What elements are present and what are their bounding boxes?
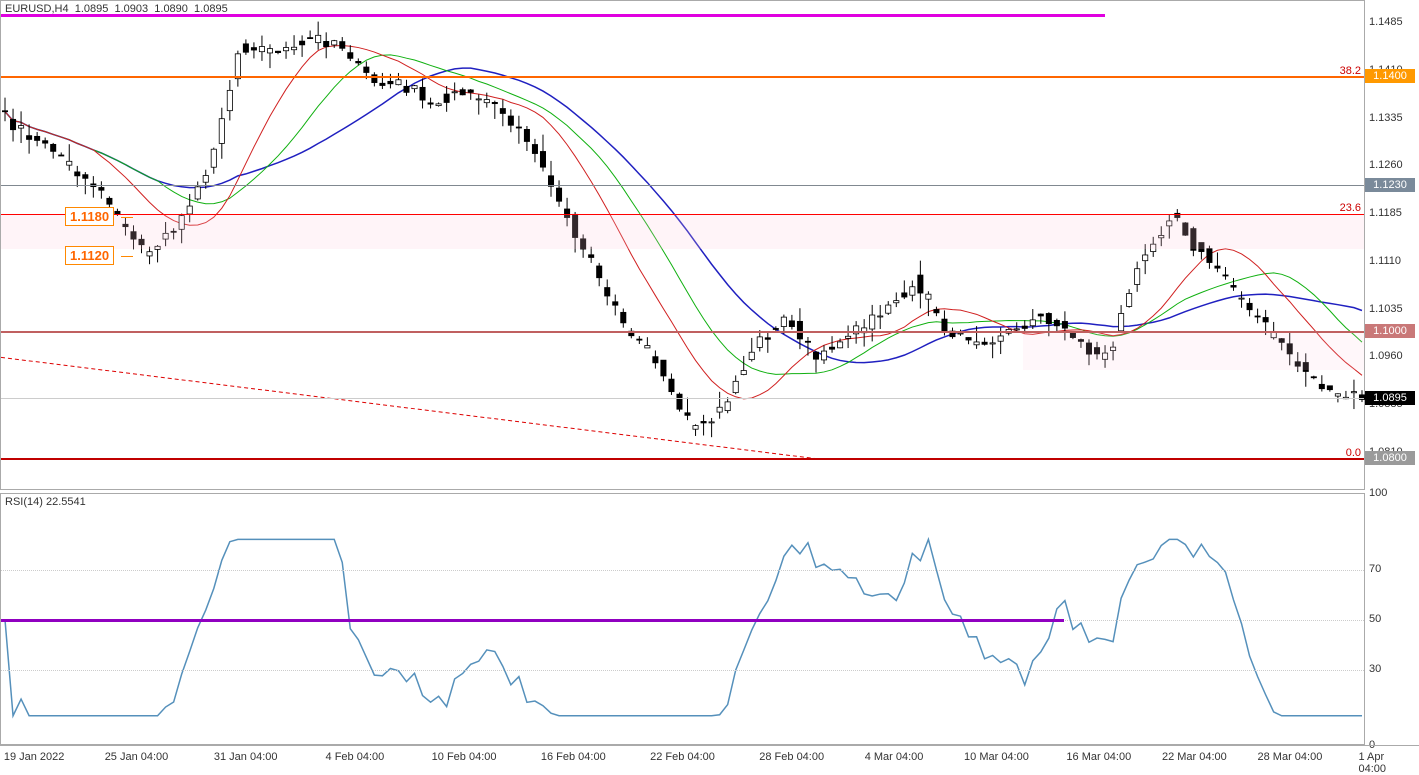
fib-label: 23.6 bbox=[1340, 202, 1361, 214]
x-tick-label: 25 Jan 04:00 bbox=[105, 751, 169, 763]
fib-label: 38.2 bbox=[1340, 65, 1361, 77]
x-tick-label: 22 Mar 04:00 bbox=[1162, 751, 1227, 763]
rsi-y-tick: 70 bbox=[1369, 563, 1381, 575]
rsi-y-tick: 100 bbox=[1369, 487, 1387, 499]
price-badge: 1.1400 bbox=[1365, 69, 1415, 83]
main-price-chart[interactable]: EURUSD,H4 1.0895 1.0903 1.0890 1.0895 38… bbox=[0, 0, 1365, 490]
y-tick-label: 1.1110 bbox=[1369, 255, 1401, 267]
horizontal-line bbox=[1, 458, 1364, 460]
x-tick-label: 10 Mar 04:00 bbox=[964, 751, 1029, 763]
main-y-axis: 1.14851.14101.13351.12601.11851.11101.10… bbox=[1365, 0, 1419, 490]
rsi-midline bbox=[1, 619, 1064, 622]
horizontal-line bbox=[1, 185, 1364, 186]
level-box: 1.1180 bbox=[65, 207, 114, 226]
x-tick-label: 22 Feb 04:00 bbox=[650, 751, 715, 763]
x-tick-label: 31 Jan 04:00 bbox=[214, 751, 278, 763]
horizontal-line bbox=[1, 331, 1364, 333]
x-tick-label: 28 Mar 04:00 bbox=[1258, 751, 1323, 763]
level-box: 1.1120 bbox=[65, 246, 114, 265]
y-tick-label: 1.1185 bbox=[1369, 207, 1402, 219]
rsi-gridline bbox=[1, 570, 1364, 571]
y-tick-label: 1.1335 bbox=[1369, 112, 1403, 124]
y-tick-label: 1.1485 bbox=[1369, 16, 1403, 28]
horizontal-line bbox=[1, 214, 1364, 215]
x-tick-label: 10 Feb 04:00 bbox=[432, 751, 497, 763]
level-tick bbox=[121, 217, 133, 218]
rsi-y-tick: 50 bbox=[1369, 613, 1381, 625]
y-tick-label: 1.1260 bbox=[1369, 159, 1403, 171]
x-tick-label: 19 Jan 2022 bbox=[4, 751, 65, 763]
rsi-chart[interactable]: RSI(14) 22.5541 bbox=[0, 493, 1365, 745]
x-axis: 19 Jan 2022 25 Jan 04:00 31 Jan 04:00 4 Feb… bbox=[0, 745, 1419, 770]
x-tick-label: 4 Feb 04:00 bbox=[326, 751, 385, 763]
x-tick-label: 16 Feb 04:00 bbox=[541, 751, 606, 763]
horizontal-line bbox=[1, 398, 1364, 399]
y-tick-label: 1.0960 bbox=[1369, 350, 1403, 362]
price-badge: 1.1230 bbox=[1365, 178, 1415, 192]
rsi-gridline bbox=[1, 670, 1364, 671]
rsi-label: RSI(14) 22.5541 bbox=[5, 496, 86, 508]
level-tick bbox=[121, 256, 133, 257]
x-tick-label: 4 Mar 04:00 bbox=[865, 751, 924, 763]
ticker-label: EURUSD,H4 1.0895 1.0903 1.0890 1.0895 bbox=[5, 3, 228, 15]
x-tick-label: 16 Mar 04:00 bbox=[1066, 751, 1131, 763]
rsi-y-axis: 1007050300 bbox=[1365, 493, 1419, 745]
y-tick-label: 1.1035 bbox=[1369, 303, 1403, 315]
shade-zone bbox=[1, 214, 1364, 249]
price-badge: 1.1000 bbox=[1365, 324, 1415, 338]
price-badge: 1.0800 bbox=[1365, 451, 1415, 465]
price-badge: 1.0895 bbox=[1365, 391, 1415, 405]
shade-zone bbox=[1023, 332, 1364, 370]
horizontal-line bbox=[1, 76, 1364, 78]
fib-label: 0.0 bbox=[1346, 447, 1361, 459]
rsi-y-tick: 30 bbox=[1369, 663, 1381, 675]
x-tick-label: 1 Apr 04:00 bbox=[1358, 751, 1398, 775]
x-tick-label: 28 Feb 04:00 bbox=[759, 751, 824, 763]
